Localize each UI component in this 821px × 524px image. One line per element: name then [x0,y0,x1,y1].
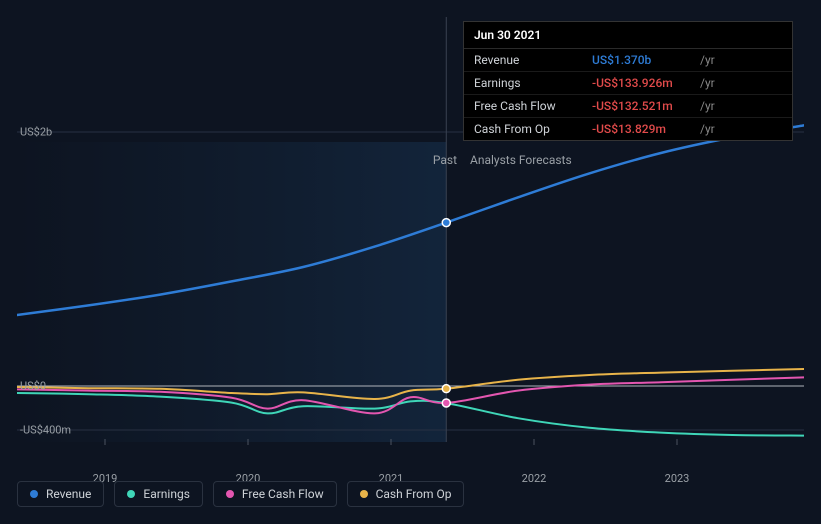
tooltip-metric-label: Cash From Op [474,122,584,136]
tooltip-metric-unit: /yr [700,99,715,113]
x-tick-label: 2023 [665,472,690,485]
tooltip-metric-unit: /yr [700,122,715,136]
tooltip-metric-label: Earnings [474,76,584,90]
legend-item-cfo[interactable]: Cash From Op [347,481,465,507]
legend-dot-icon [30,490,38,498]
tooltip-metric-value: -US$13.829m [592,122,692,136]
legend-label: Cash From Op [376,487,452,501]
legend-item-fcf[interactable]: Free Cash Flow [213,481,337,507]
tooltip-metric-value: -US$133.926m [592,76,692,90]
tooltip-metric-label: Free Cash Flow [474,99,584,113]
legend-label: Free Cash Flow [242,487,324,501]
tooltip-metric-unit: /yr [700,76,715,90]
tooltip-row: Earnings -US$133.926m /yr [464,72,792,95]
hover-tooltip: Jun 30 2021 Revenue US$1.370b /yr Earnin… [463,21,793,141]
legend-label: Earnings [143,487,190,501]
y-tick-label: US$0 [20,380,46,393]
earnings-forecast-chart: Past Analysts Forecasts US$2b US$0 -US$400… [17,17,804,507]
legend-dot-icon [226,490,234,498]
y-tick-label: US$2b [20,126,52,139]
tooltip-metric-value: -US$132.521m [592,99,692,113]
forecast-label: Analysts Forecasts [470,153,572,167]
past-label: Past [433,153,457,167]
legend: Revenue Earnings Free Cash Flow Cash Fro… [17,481,464,507]
tooltip-metric-value: US$1.370b [592,53,692,67]
tooltip-row: Cash From Op -US$13.829m /yr [464,118,792,140]
tooltip-metric-unit: /yr [700,53,715,67]
tooltip-metric-label: Revenue [474,53,584,67]
legend-dot-icon [127,490,135,498]
legend-item-earnings[interactable]: Earnings [114,481,203,507]
legend-dot-icon [360,490,368,498]
tooltip-row: Revenue US$1.370b /yr [464,49,792,72]
legend-label: Revenue [46,487,91,501]
x-tick-label: 2022 [522,472,547,485]
tooltip-row: Free Cash Flow -US$132.521m /yr [464,95,792,118]
tooltip-date: Jun 30 2021 [464,22,792,49]
legend-item-revenue[interactable]: Revenue [17,481,104,507]
y-tick-label: -US$400m [20,424,71,437]
